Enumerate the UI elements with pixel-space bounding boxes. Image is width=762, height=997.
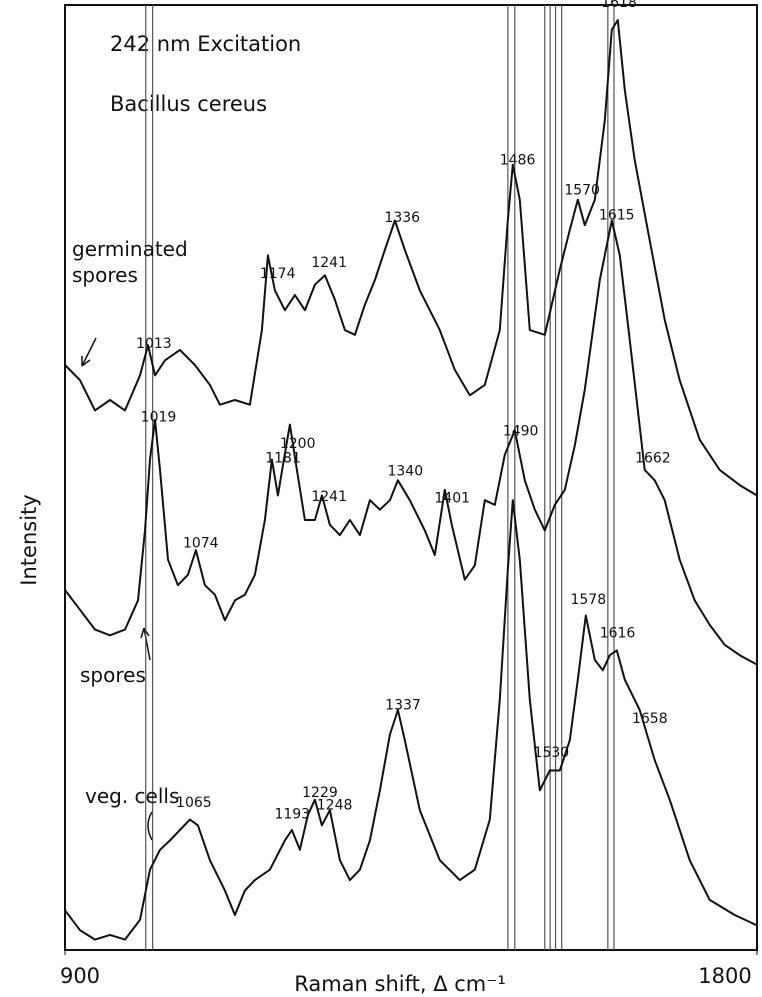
peak-label: 1229: [302, 785, 338, 801]
peak-label: 1662: [635, 450, 671, 466]
arrow: [147, 811, 153, 841]
x-tick-label: 900: [60, 964, 100, 988]
spectrum-line: [64, 219, 758, 666]
peak-label: 1336: [384, 210, 420, 226]
peak-label: 1570: [564, 182, 600, 198]
peak-label: 1013: [136, 336, 172, 352]
peak-label: 1578: [570, 592, 606, 608]
peak-label: 1490: [503, 424, 539, 440]
peak-label: 1340: [387, 463, 423, 479]
spectrum-line: [64, 499, 758, 941]
peak-label: 1337: [385, 698, 421, 714]
peak-label: 1181: [265, 451, 301, 467]
x-axis-label: Raman shift, Δ cm⁻¹: [294, 972, 506, 996]
peak-label: 1616: [600, 625, 636, 641]
plot-frame: [64, 4, 758, 951]
arrow: [140, 627, 151, 661]
chart-title: 242 nm Excitation: [110, 32, 301, 56]
series-label: germinated spores: [72, 237, 188, 287]
spectrum-line: [64, 19, 758, 497]
peak-label: 1065: [176, 795, 212, 811]
peak-label: 1401: [434, 491, 470, 507]
peak-label: 1248: [317, 798, 353, 814]
peak-label: 1486: [500, 153, 536, 169]
chart-subtitle: Bacillus cereus: [110, 92, 267, 116]
peak-label: 1530: [534, 745, 570, 761]
peak-label: 1658: [632, 711, 668, 727]
peak-label: 1074: [183, 535, 219, 551]
arrow: [81, 337, 97, 367]
peak-label: 1241: [311, 489, 347, 505]
peak-label: 1019: [141, 409, 177, 425]
peak-label: 1615: [599, 208, 635, 224]
peak-label: 1174: [260, 266, 296, 282]
peak-label: 1193: [274, 806, 310, 822]
y-axis-label: Intensity: [17, 494, 41, 585]
series-label: veg. cells: [85, 784, 180, 808]
peak-label: 1200: [280, 436, 316, 452]
x-tick-label: 1800: [698, 964, 751, 988]
peak-label: 1241: [311, 255, 347, 271]
series-label: spores: [80, 663, 146, 687]
peak-label: 1618: [601, 0, 637, 11]
